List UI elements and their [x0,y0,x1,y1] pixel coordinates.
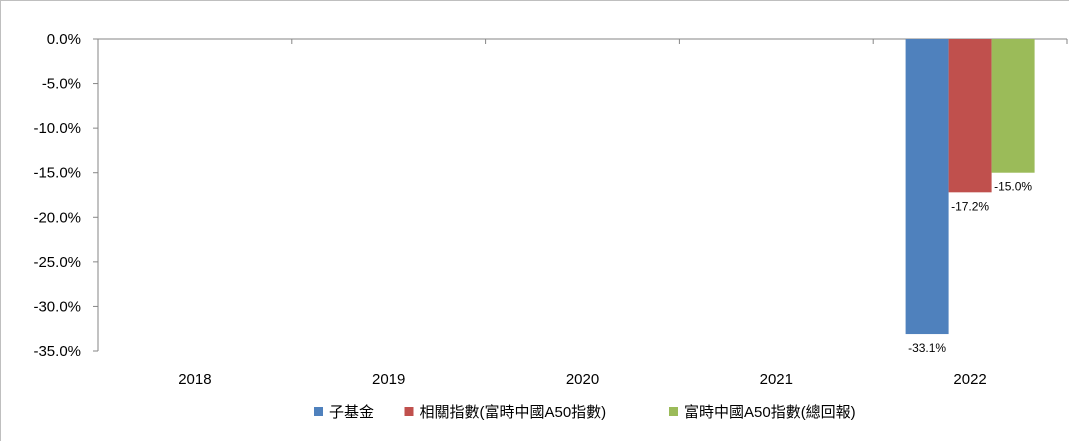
bar [991,39,1035,173]
data-label: -33.1% [908,341,946,355]
x-tick-label: 2019 [372,371,405,388]
y-tick-label: -20.0% [33,209,81,226]
y-tick-label: -15.0% [33,165,81,182]
legend-swatch [314,407,323,416]
y-tick-label: -30.0% [33,298,81,315]
legend-label: 相關指數(富時中國A50指數) [420,403,607,421]
data-label: -15.0% [994,180,1032,194]
y-tick-label: 0.0% [47,31,81,48]
x-tick-label: 2020 [566,371,599,388]
bar [905,39,949,335]
legend: 子基金 相關指數(富時中國A50指數) 富時中國A50指數(總回報) [314,403,856,421]
y-tick-label: -5.0% [42,76,81,93]
bars [905,39,1035,335]
data-label: -17.2% [951,199,989,213]
legend-label: 富時中國A50指數(總回報) [684,403,856,421]
y-tick-label: -35.0% [33,343,81,360]
data-labels: -33.1% -17.2% -15.0% [908,180,1032,355]
x-tick-label: 2018 [178,371,211,388]
axes: 0.0% -5.0% -10.0% -15.0% -20.0% -25.0% -30.0% -… [33,31,1068,388]
x-tick-label: 2021 [760,371,793,388]
legend-label: 子基金 [329,404,374,421]
y-tick-label: -25.0% [33,254,81,271]
x-tick-label: 2022 [953,371,986,388]
y-tick-label: -10.0% [33,120,81,137]
bar [948,39,992,193]
legend-swatch [669,407,678,416]
legend-swatch [404,407,414,416]
